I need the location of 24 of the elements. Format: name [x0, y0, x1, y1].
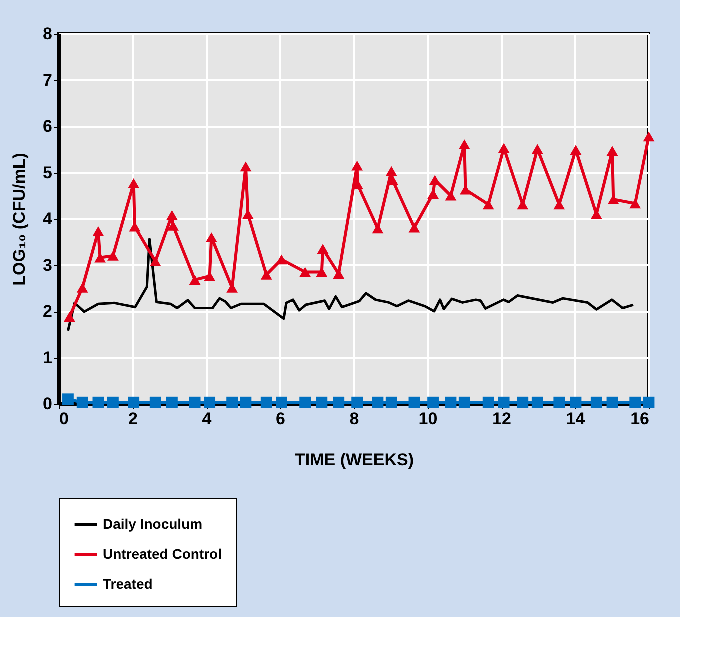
x-tick-label: 16	[630, 410, 650, 428]
y-tick-label: 8	[43, 24, 52, 44]
line-series	[66, 238, 635, 332]
x-tick-label: 14	[566, 410, 586, 428]
legend-label: Daily Inoculum	[103, 516, 203, 532]
x-tick-label: 8	[350, 410, 360, 428]
x-tick-label: 0	[60, 410, 69, 428]
y-axis-title: LOG₁₀ (CFU/mL)	[10, 153, 30, 286]
legend-label: Untreated Control	[103, 546, 222, 562]
x-tick-label: 2	[128, 410, 138, 428]
y-tick-label: 5	[43, 163, 52, 182]
x-tick-label: 4	[202, 410, 212, 428]
y-tick-label: 0	[43, 394, 52, 414]
x-tick-label: 10	[418, 410, 438, 428]
y-tick-label: 4	[43, 210, 54, 228]
legend-label: Treated	[103, 576, 153, 592]
y-tick-label: 1	[43, 348, 52, 368]
y-tick-label: 7	[43, 70, 52, 90]
x-axis-title: TIME (WEEKS)	[295, 450, 414, 470]
x-tick-label: 6	[276, 410, 286, 428]
y-tick-label: 3	[43, 256, 52, 275]
y-tick-label: 6	[43, 117, 52, 136]
x-tick-label: 12	[492, 410, 512, 428]
y-tick-label: 2	[43, 302, 52, 321]
